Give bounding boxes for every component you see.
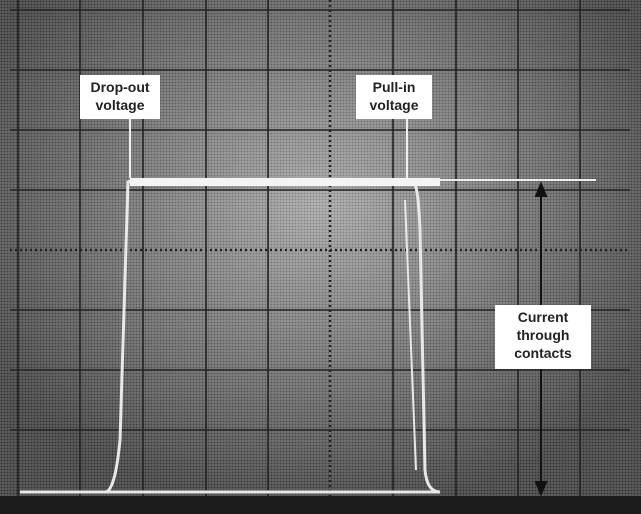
label-box bbox=[80, 75, 160, 119]
label-drop-out: Drop-out voltage bbox=[80, 75, 160, 119]
screen-bezel bbox=[0, 496, 641, 514]
label-text: Drop-out bbox=[90, 79, 149, 95]
label-text: voltage bbox=[369, 97, 418, 113]
label-text: contacts bbox=[514, 345, 572, 361]
label-text: Pull-in bbox=[373, 79, 416, 95]
label-text: voltage bbox=[95, 97, 144, 113]
trace bbox=[20, 178, 441, 494]
label-current: Current through contacts bbox=[495, 305, 591, 369]
label-box bbox=[356, 75, 432, 119]
label-text: through bbox=[517, 327, 570, 343]
label-box bbox=[495, 305, 591, 369]
label-pull-in: Pull-in voltage bbox=[356, 75, 432, 119]
label-text: Current bbox=[518, 309, 569, 325]
